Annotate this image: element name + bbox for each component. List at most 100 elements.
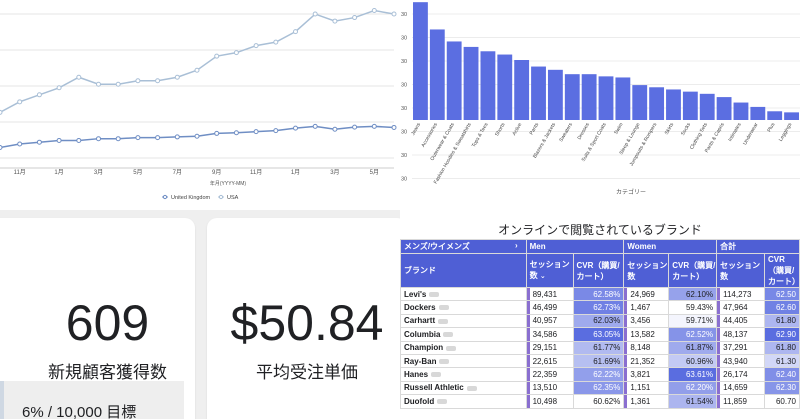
table-row[interactable]: Champion 29,151 61.77% 8,148 61.87% 37,291 61.… bbox=[400, 340, 800, 355]
brand-cell: Duofold bbox=[400, 394, 527, 409]
bar-chart-svg: 3030303030303030JeansAccessoriesOuterwea… bbox=[401, 2, 800, 196]
series-point bbox=[214, 53, 220, 59]
bar bbox=[598, 76, 614, 120]
men-sessions-label: セッション数 bbox=[529, 260, 570, 280]
series-point bbox=[332, 126, 338, 132]
bar bbox=[733, 102, 749, 120]
x-tick-label: 1月 bbox=[291, 169, 300, 176]
men-cvr-cell: 62.73% bbox=[572, 300, 625, 315]
table-row[interactable]: Columbia 34,586 63.05% 13,582 62.52% 48,137 62… bbox=[400, 327, 800, 342]
bar bbox=[682, 91, 698, 120]
sort-arrow-icon[interactable]: ⌄ bbox=[539, 273, 546, 280]
women-sessions-cell-text: 3,821 bbox=[630, 370, 651, 380]
legend-marker bbox=[218, 194, 224, 200]
x-category-label: Leggings bbox=[778, 122, 794, 143]
total-cvr-cell-text: 62.50 bbox=[775, 289, 796, 299]
table-row[interactable]: Ray-Ban 22,615 61.69% 21,352 60.96% 43,940 61.… bbox=[400, 353, 800, 369]
series-point bbox=[233, 50, 239, 56]
series-point bbox=[371, 123, 377, 129]
kpi-aov-value: $50.84 bbox=[230, 295, 384, 351]
women-sessions-cell-text: 1,467 bbox=[630, 303, 651, 313]
series-point bbox=[96, 136, 101, 142]
more-options-icon[interactable] bbox=[431, 372, 442, 378]
series-point bbox=[194, 133, 200, 139]
column-header-men-cvr[interactable]: CVR（購買/カート） bbox=[572, 253, 625, 288]
series-point bbox=[155, 135, 161, 141]
table-row[interactable]: Carhartt 40,957 62.03% 3,456 59.71% 44,405 61.… bbox=[400, 313, 800, 329]
table-row[interactable]: Dockers 46,499 62.73% 1,467 59.43% 47,964 62.6… bbox=[400, 300, 800, 315]
series-point bbox=[17, 99, 23, 105]
total-sessions-cell: 114,273 bbox=[716, 286, 766, 302]
brand-cell-text: Dockers bbox=[404, 303, 436, 313]
table-row[interactable]: Levi's 89,431 62.58% 24,969 62.10% 114,273 62.… bbox=[400, 286, 800, 302]
total-sessions-cell-text: 114,273 bbox=[723, 289, 752, 299]
series-point bbox=[233, 130, 239, 136]
total-cvr-cell-text: 62.90 bbox=[775, 329, 796, 339]
women-sessions-cell: 21,352 bbox=[623, 353, 670, 369]
column-header-women-cvr[interactable]: CVR（購買/カート） bbox=[668, 253, 718, 288]
women-sessions-cell: 3,821 bbox=[623, 367, 670, 382]
more-options-icon[interactable] bbox=[446, 345, 457, 351]
women-sessions-cell: 1,467 bbox=[623, 300, 670, 315]
series-point bbox=[56, 137, 62, 143]
more-options-icon[interactable] bbox=[438, 318, 449, 324]
table-row[interactable]: Hanes 22,359 62.22% 3,821 63.61% 26,174 62.40 bbox=[400, 367, 800, 382]
women-cvr-cell-text: 62.52% bbox=[685, 329, 714, 339]
men-sessions-cell-text: 46,499 bbox=[532, 303, 558, 313]
women-cvr-cell: 61.87% bbox=[668, 340, 718, 355]
column-header-brand[interactable]: ブランド bbox=[400, 253, 527, 288]
x-category-label: Underwear bbox=[742, 122, 760, 146]
table-row[interactable]: Russell Athletic 13,510 62.35% 1,151 62.20% 1… bbox=[400, 380, 800, 396]
total-cvr-cell: 61.80 bbox=[764, 313, 800, 329]
total-cvr-cell-text: 60.70 bbox=[775, 396, 796, 406]
total-cvr-cell-text: 61.80 bbox=[775, 316, 796, 326]
bar bbox=[750, 106, 766, 120]
men-cvr-cell: 61.69% bbox=[572, 353, 625, 369]
women-sessions-cell: 1,361 bbox=[623, 394, 670, 409]
women-sessions-cell: 3,456 bbox=[623, 313, 670, 329]
dimension-header[interactable]: メンズ/ウイメンズ › bbox=[400, 239, 527, 254]
series-point bbox=[135, 78, 141, 84]
more-options-icon[interactable] bbox=[439, 359, 450, 365]
y-tick-label: 30 bbox=[401, 12, 407, 18]
series-point bbox=[273, 128, 279, 134]
total-cvr-cell-text: 62.40 bbox=[775, 370, 796, 380]
legend-label: USA bbox=[227, 195, 239, 201]
more-options-icon[interactable] bbox=[429, 292, 440, 298]
column-header-total-sessions[interactable]: セッション数 bbox=[716, 253, 766, 288]
x-category-label: Skirts bbox=[664, 122, 676, 136]
men-sessions-cell: 89,431 bbox=[525, 286, 574, 302]
men-cvr-cell-text: 62.03% bbox=[593, 316, 621, 326]
more-options-icon[interactable] bbox=[466, 385, 477, 391]
x-category-label: Sweaters bbox=[558, 122, 574, 143]
bar bbox=[632, 85, 648, 120]
total-cvr-cell: 62.60 bbox=[764, 300, 800, 315]
series-point bbox=[352, 15, 358, 21]
series-point bbox=[253, 43, 259, 49]
table-row[interactable]: Duofold 10,498 60.62% 1,361 61.54% 11,859 60.7… bbox=[400, 394, 800, 409]
more-options-icon[interactable] bbox=[438, 305, 449, 311]
total-sessions-cell-text: 11,859 bbox=[723, 396, 747, 406]
total-sessions-cell-text: 14,659 bbox=[723, 383, 748, 393]
column-header-women-sessions[interactable]: セッション数 bbox=[623, 253, 670, 288]
series-point bbox=[115, 136, 121, 142]
women-cvr-cell: 62.10% bbox=[668, 286, 718, 302]
women-cvr-cell-text: 61.87% bbox=[685, 343, 714, 353]
column-header-men-sessions[interactable]: セッション数 ⌄ bbox=[525, 253, 574, 288]
column-header-total-cvr[interactable]: CVR（購買/カート） bbox=[764, 253, 800, 288]
bar bbox=[463, 46, 479, 121]
brand-cell: Levi's bbox=[400, 286, 527, 302]
chevron-right-icon[interactable]: › bbox=[514, 241, 518, 250]
men-cvr-cell-text: 62.58% bbox=[593, 289, 621, 299]
x-category-label: Accessories bbox=[420, 122, 439, 149]
x-category-label: Intimates bbox=[727, 122, 743, 143]
brand-cell-text: Russell Athletic bbox=[404, 383, 464, 393]
series-point bbox=[36, 92, 42, 98]
women-sessions-cell: 8,148 bbox=[623, 340, 670, 355]
more-options-icon[interactable] bbox=[437, 399, 448, 405]
more-options-icon[interactable] bbox=[443, 332, 454, 338]
brand-cell: Russell Athletic bbox=[400, 380, 527, 396]
women-cvr-cell: 61.54% bbox=[668, 394, 718, 409]
bar bbox=[716, 97, 732, 120]
